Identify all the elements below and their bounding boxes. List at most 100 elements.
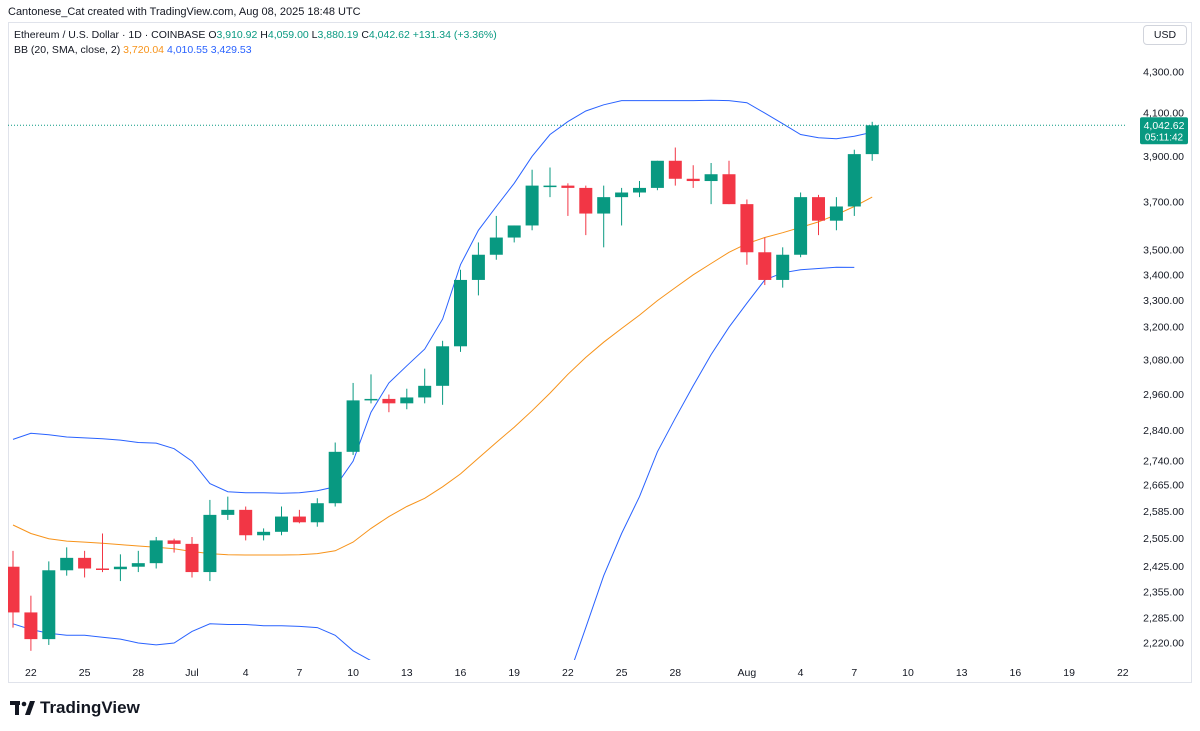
x-axis-tick-label: 10 [902, 667, 914, 679]
currency-button[interactable]: USD [1143, 25, 1187, 45]
candle-body [418, 385, 432, 398]
y-axis-tick-label: 2,355.00 [1143, 587, 1184, 599]
y-axis-tick-label: 4,100.00 [1143, 108, 1184, 120]
x-axis-tick-label: 4 [798, 667, 804, 679]
candle [722, 160, 736, 205]
open-label: O [208, 29, 217, 41]
candle [131, 550, 145, 573]
price-badge-countdown: 05:11:42 [1145, 132, 1184, 143]
ohlc-legend-row: Ethereum / U.S. Dollar · 1D · COINBASE O… [14, 28, 497, 43]
candle [740, 199, 754, 265]
high-value: 4,059.00 [267, 29, 309, 41]
low-label: L [311, 29, 318, 41]
candle-body [525, 185, 539, 226]
candle [525, 169, 539, 231]
x-axis-tick-label: 13 [401, 667, 413, 679]
candle [418, 368, 432, 404]
candle-body [776, 254, 790, 280]
y-axis-tick-label: 3,200.00 [1143, 322, 1184, 334]
bb-legend-row: BB (20, SMA, close, 2) 3,720.04 4,010.55… [14, 43, 497, 58]
candle-body [346, 400, 360, 452]
candle [561, 183, 575, 216]
bb-lower-value: 3,429.53 [210, 43, 252, 56]
bb-upper-line [12, 99, 873, 494]
candle [597, 185, 611, 248]
candle-body [704, 174, 718, 182]
candle-body [400, 397, 414, 404]
x-axis-tick-label: 28 [669, 667, 681, 679]
candle [149, 536, 163, 569]
candle-body [239, 509, 253, 536]
candle [8, 550, 20, 628]
candle-body [865, 125, 879, 155]
candle [24, 595, 38, 651]
candle [292, 509, 306, 524]
candle [847, 149, 861, 216]
candle-body [740, 204, 754, 253]
candle [668, 147, 682, 186]
candle-body [185, 543, 199, 573]
candle [865, 121, 879, 161]
symbol-title[interactable]: Ethereum / U.S. Dollar · 1D · COINBASE [14, 29, 206, 41]
bb-lower-line [12, 266, 855, 660]
candle [454, 269, 467, 352]
change-value: +131.34 (+3.36%) [412, 29, 497, 41]
candle-body [78, 557, 92, 569]
tradingview-logo[interactable]: TradingView [10, 698, 140, 718]
candle [471, 242, 485, 296]
candle-body [42, 570, 56, 640]
candle [382, 394, 396, 413]
x-axis-tick-label: 16 [1010, 667, 1022, 679]
candle-body [758, 252, 772, 280]
close-value: 4,042.62 [368, 29, 410, 41]
candle-body [812, 197, 825, 221]
bb-indicator-title[interactable]: BB (20, SMA, close, 2) [14, 43, 121, 56]
candle-body [382, 398, 396, 404]
candle-body [650, 160, 664, 188]
candle-body [203, 514, 217, 573]
candle-body [471, 254, 485, 280]
x-axis-tick-label: 13 [956, 667, 968, 679]
candle [400, 388, 414, 410]
candle [60, 547, 74, 576]
candle [364, 374, 378, 404]
plot-area [8, 99, 1125, 660]
x-axis-tick-label: 19 [1063, 667, 1075, 679]
candle-body [794, 197, 808, 255]
y-axis-tick-label: 3,400.00 [1143, 269, 1184, 281]
y-axis-tick-label: 2,840.00 [1143, 425, 1184, 437]
candle-body [489, 237, 503, 255]
x-axis-tick-label: 25 [616, 667, 628, 679]
tradingview-logo-icon [10, 701, 35, 715]
y-axis-tick-label: 3,700.00 [1143, 196, 1184, 208]
y-axis-tick-label: 3,300.00 [1143, 295, 1184, 307]
candle-body [454, 279, 467, 347]
candle-body [328, 451, 342, 504]
candle-body [8, 566, 20, 613]
candle [633, 181, 646, 198]
candle-body [436, 346, 450, 386]
x-axis-tick-label: 25 [79, 667, 91, 679]
x-axis-tick-label: 7 [296, 667, 302, 679]
candle-body [543, 185, 557, 188]
candle [310, 498, 324, 527]
open-value: 3,910.92 [216, 29, 258, 41]
y-axis-tick-label: 2,285.00 [1143, 613, 1184, 625]
candle-body [167, 540, 181, 544]
candle [346, 382, 360, 455]
candle [436, 340, 450, 405]
candle-body [60, 557, 74, 571]
candle-body [275, 516, 288, 532]
candle [167, 538, 181, 553]
x-axis-tick-label: 7 [851, 667, 857, 679]
candle-body [668, 160, 682, 179]
price-badge-box [1140, 117, 1188, 145]
candle-body [257, 531, 271, 536]
candle [543, 167, 557, 198]
low-value: 3,880.19 [317, 29, 359, 41]
x-axis-tick-label: 16 [455, 667, 467, 679]
chart-pane[interactable] [8, 22, 1192, 683]
x-axis-tick-label: Jul [185, 667, 198, 679]
